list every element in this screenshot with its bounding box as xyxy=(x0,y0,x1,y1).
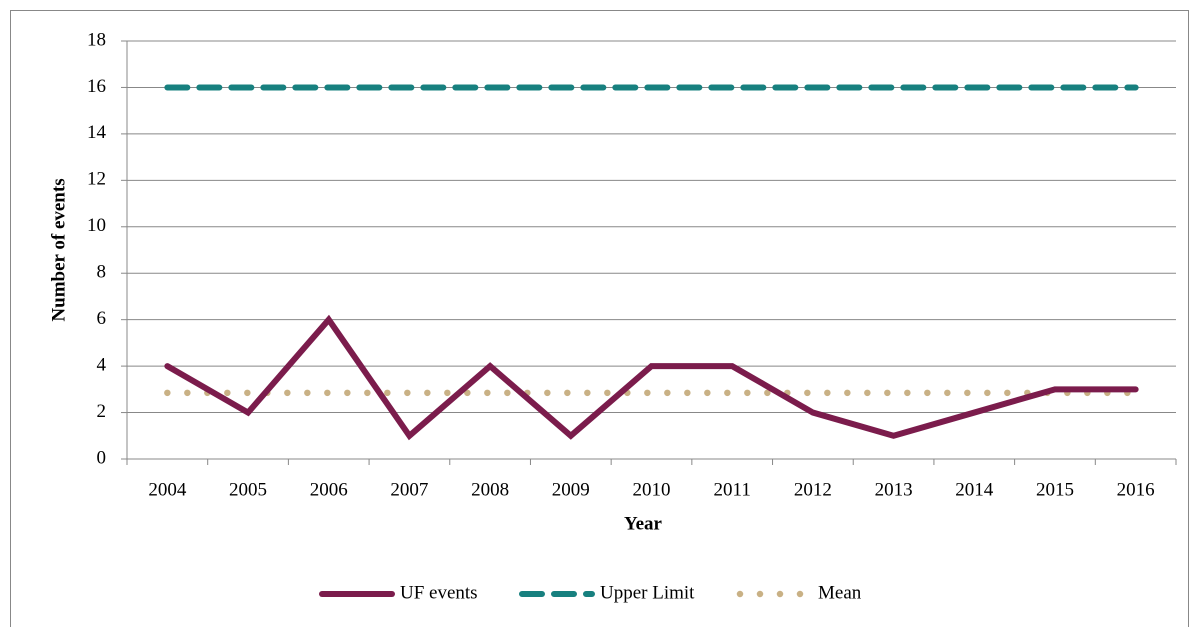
y-tick-label: 8 xyxy=(97,262,107,283)
x-tick-label: 2014 xyxy=(955,479,994,500)
y-tick-label: 14 xyxy=(87,122,107,143)
y-tick-label: 18 xyxy=(87,29,106,50)
legend-label: Upper Limit xyxy=(600,582,695,603)
x-axis-title: Year xyxy=(624,513,663,534)
x-tick-label: 2009 xyxy=(552,479,590,500)
x-tick-label: 2011 xyxy=(714,479,751,500)
x-tick-label: 2015 xyxy=(1036,479,1074,500)
y-tick-label: 16 xyxy=(87,76,106,97)
x-tick-label: 2013 xyxy=(875,479,913,500)
x-tick-label: 2006 xyxy=(310,479,348,500)
legend-label: Mean xyxy=(818,582,862,603)
x-tick-label: 2012 xyxy=(794,479,832,500)
x-tick-label: 2010 xyxy=(633,479,671,500)
line-series xyxy=(164,314,1139,441)
x-tick-label: 2005 xyxy=(229,479,267,500)
legend-label: UF events xyxy=(400,582,478,603)
y-tick-label: 10 xyxy=(87,215,106,236)
y-tick-label: 0 xyxy=(97,447,107,468)
y-tick-label: 6 xyxy=(97,308,107,329)
y-tick-label: 2 xyxy=(97,401,107,422)
y-axis-title: Number of events xyxy=(48,178,69,321)
y-tick-label: 4 xyxy=(97,354,107,375)
x-tick-label: 2016 xyxy=(1117,479,1155,500)
chart-frame xyxy=(10,10,1189,627)
x-tick-label: 2004 xyxy=(148,479,187,500)
y-tick-label: 12 xyxy=(87,169,106,190)
x-tick-label: 2007 xyxy=(390,479,428,500)
x-tick-label: 2008 xyxy=(471,479,509,500)
